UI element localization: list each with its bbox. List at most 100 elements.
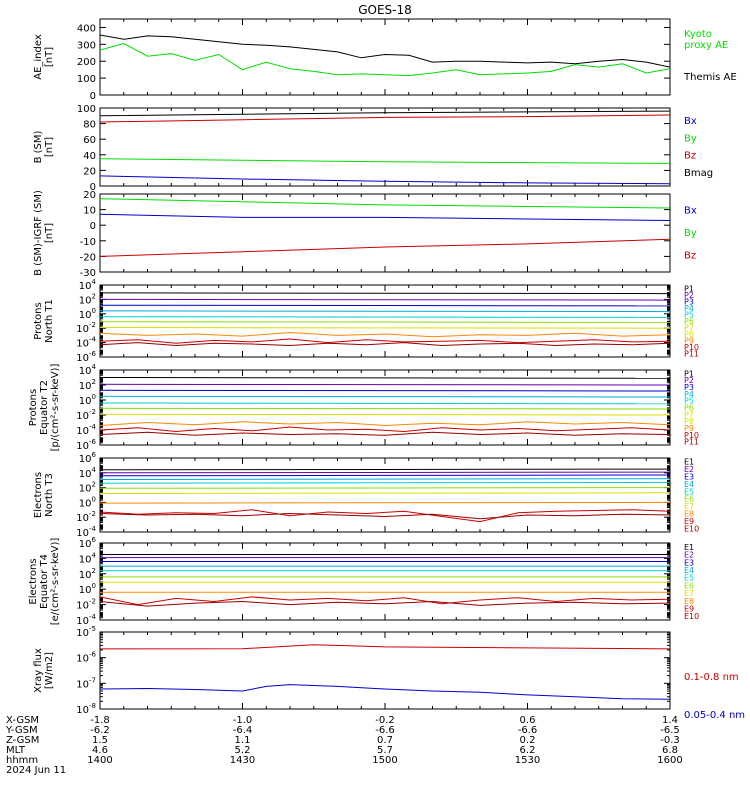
series-line-1 [100,34,670,68]
legend-label: P9 [684,424,694,433]
y-tick-label: 104 [79,363,97,377]
series-group [100,34,670,77]
plot-title: GOES-18 [358,3,412,17]
series-group [100,198,670,257]
series-group [100,292,670,347]
y-tick-label: 10-4 [76,525,96,539]
series-line-1 [100,292,670,295]
legend-label: P2 [684,291,694,300]
legend-label: By [684,228,697,239]
legend-label: Bx [684,206,697,217]
legend-label: P11 [684,438,699,447]
series-line-4 [100,175,670,185]
series-line-5 [100,481,670,484]
series-line-8 [100,501,670,504]
series-line-10 [100,431,670,436]
legend-label: E2 [684,465,694,474]
series-line-6 [100,407,670,410]
y-tick-label: -20 [80,252,96,263]
y-tick-label: 60 [83,135,96,146]
y-tick-label: 10-8 [76,702,96,716]
series-line-7 [100,327,670,329]
legend-label: E8 [684,510,694,519]
series-group [100,644,670,700]
legend-label: P9 [684,337,694,346]
y-tick-label: 400 [77,23,96,34]
legend-label: P4 [684,304,694,313]
panel-3: -30 -20 -10 0 10 20 B (SM)-IGRF (SM) [nT] Bx By Bz [33,190,697,279]
panel-2: 0 20 40 60 80 100 B (SM) [nT] Bx By Bz Bmag [33,104,713,193]
legend-label: E3 [684,473,694,482]
y-tick-label: 10-2 [76,598,96,612]
y-axis-label: Xray flux [33,648,44,693]
panel-frame [99,107,671,187]
y-axis-label: B (SM)-IGRF (SM) [33,190,44,276]
series-line-5 [100,402,670,405]
legend-label: E6 [684,495,694,504]
legend-label: P10 [684,431,699,440]
panel-frame [99,369,671,446]
y-tick-label: 104 [79,551,97,565]
y-tick-label: -30 [80,268,96,279]
legend-label: P1 [684,284,694,293]
y-tick-label: 100 [79,393,96,407]
x-tick-value: 5.7 [377,745,393,756]
y-tick-label: 100 [77,104,96,115]
x-tick-value: 1.4 [662,715,678,726]
x-tick-value: 1.1 [235,735,251,746]
series-line-1 [100,468,670,471]
x-row-label: 2024 Jun 11 [6,765,66,776]
y-tick-label: 200 [77,57,96,68]
series-line-6 [100,487,670,489]
legend-label: P6 [684,317,694,326]
legend-label: E1 [684,543,694,552]
legend-label: Bmag [684,168,713,179]
legend-label: Bz [684,250,696,261]
x-tick-value: -1.8 [90,715,110,726]
legend-label: E7 [684,589,694,598]
series-line-7 [100,492,670,494]
y-axis-label: [W/m2] [44,652,55,689]
legend-label: E9 [684,517,694,526]
y-tick-label: 0 [90,182,96,193]
legend-label: P5 [684,397,694,406]
series-line-2 [100,114,670,123]
y-tick-label: 100 [79,582,96,596]
x-tick-value: -6.2 [90,725,110,736]
series-line-9 [100,596,670,606]
legend-label: 0.1-0.8 nm [684,672,739,683]
legend-label: E10 [684,524,699,533]
series-line-10 [100,342,670,347]
legend-label: 0.05-0.4 nm [684,710,745,721]
y-tick-label: 20 [83,190,96,201]
legend-label: By [684,133,697,144]
panel-8: 10-8 10-7 10-6 10-5 Xray flux [W/m2] 0.1-0.8 n… [33,625,745,721]
series-line-2 [100,471,670,474]
legend-label: P3 [684,383,694,392]
x-tick-value: 4.6 [92,745,108,756]
x-tick-value: -6.4 [233,725,253,736]
y-tick-label: 102 [79,481,96,495]
legend-label: E4 [684,480,694,489]
series-line-2 [100,298,670,301]
y-axis-label: Electrons [33,472,44,518]
x-tick-value: 0.7 [377,735,393,746]
legend-label: E3 [684,558,694,567]
y-tick-label: 0 [90,221,96,232]
legend-label: P6 [684,404,694,413]
x-tick-value: 1430 [230,755,255,766]
y-axis-label: AE_index [33,34,44,80]
x-tick-value: -6.6 [375,725,395,736]
y-tick-label: 10-2 [76,510,96,524]
x-row-label: Z-GSM [6,735,39,746]
x-tick-value: -6.5 [660,725,680,736]
y-axis-label: Protons [28,389,39,426]
series-line-3 [100,389,670,392]
legend-label: P7 [684,410,694,419]
legend-label: E4 [684,566,694,575]
y-axis-label: [nT] [44,137,55,157]
series-line-7 [100,413,670,416]
